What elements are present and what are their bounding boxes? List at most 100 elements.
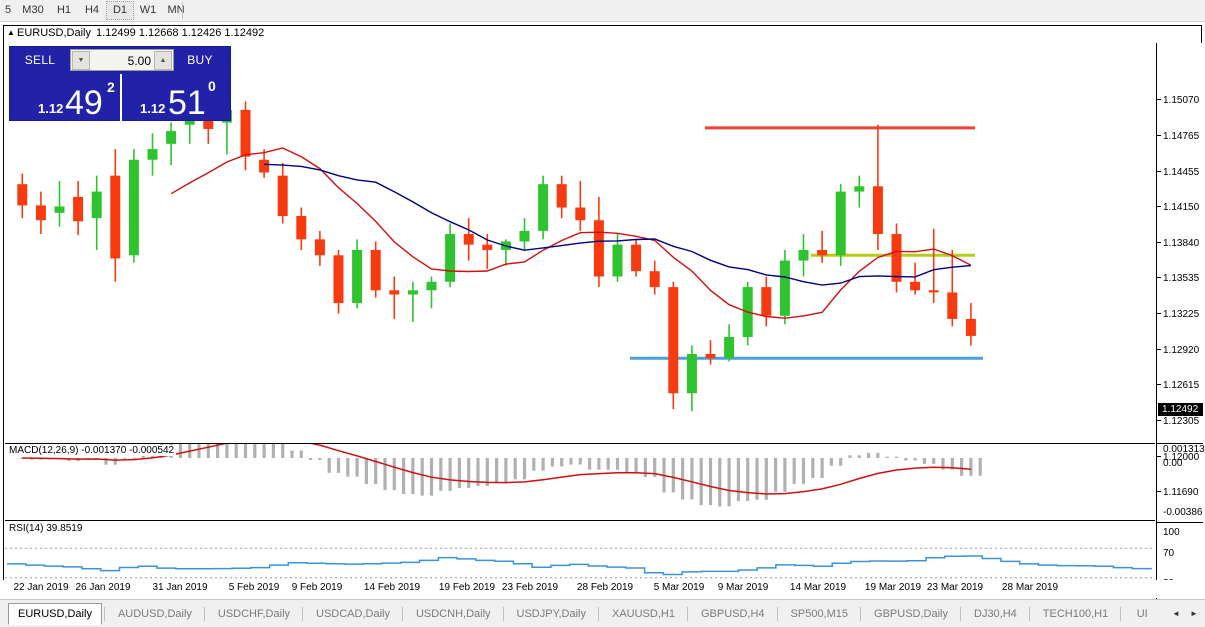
timeframe-h1[interactable]: H1	[56, 4, 72, 16]
price-tick-label: 1.13225	[1163, 309, 1200, 320]
date-axis-label: 31 Jan 2019	[152, 582, 208, 593]
chart-tab-tech100-h1[interactable]: TECH100,H1	[1042, 608, 1109, 620]
macd-histogram-bar	[113, 458, 117, 465]
macd-histogram-bar	[364, 458, 368, 485]
chart-tab-usdchf-daily[interactable]: USDCHF,Daily	[217, 608, 291, 620]
chart-tab-usdjpy-daily[interactable]: USDJPY,Daily	[516, 608, 587, 620]
chart-tab-audusd-daily[interactable]: AUDUSD,Daily	[117, 608, 192, 620]
price-tick: 1.12305	[1157, 416, 1203, 428]
chart-tab-gbpusd-daily[interactable]: GBPUSD,Daily	[874, 608, 948, 620]
volume-decrease-icon[interactable]: ▼	[72, 51, 90, 70]
macd-histogram-bar	[783, 458, 787, 492]
candle	[686, 353, 697, 394]
macd-histogram-bar	[764, 458, 768, 500]
macd-histogram-bar	[336, 458, 341, 473]
chart-tab-usdcnh-daily[interactable]: USDCNH,Daily	[415, 608, 491, 620]
buy-price-quote[interactable]: 1.12 51 0	[122, 75, 232, 121]
tab-separator	[960, 607, 961, 621]
one-click-trading-panel[interactable]: SELL ▼ 5.00 ▲ BUY 1.12 49 2 1.12 51 0	[9, 46, 231, 121]
sell-price-quote[interactable]: 1.12 49 2	[10, 75, 120, 121]
candle	[73, 196, 84, 222]
date-axis-label: 23 Mar 2019	[926, 582, 984, 593]
chart-tab-xauusd-h1[interactable]: XAUUSD,H1	[612, 608, 675, 620]
price-tick: 1.12615	[1157, 380, 1203, 392]
macd-svg	[20, 444, 982, 507]
price-scale[interactable]: 1.15070 1.14765 1.14455 1.14150 1.13840 1.135…	[1156, 43, 1205, 610]
chart-symbol-name: EURUSD,Daily	[17, 27, 91, 39]
chart-tab-gbpusd-h4[interactable]: GBPUSD,H4	[700, 608, 765, 620]
price-tick-label: 1.13840	[1163, 238, 1200, 249]
macd-histogram-bar	[355, 458, 359, 477]
macd-histogram-bar	[262, 444, 266, 458]
rsi-tick-label: 70	[1163, 548, 1175, 559]
volume-increase-icon[interactable]: ▲	[154, 51, 172, 70]
volume-value[interactable]: 5.00	[127, 54, 151, 68]
price-tick: 1.13840	[1157, 238, 1203, 250]
date-axis: 22 Jan 2019 26 Jan 2019 31 Jan 2019 5 Feb 2…	[3, 580, 1202, 598]
macd-histogram-bar	[132, 457, 136, 459]
buy-button[interactable]: BUY	[187, 53, 213, 67]
chart-tab-ui[interactable]: UI	[1136, 608, 1148, 620]
macd-histogram-bar	[532, 458, 536, 471]
candle	[314, 239, 325, 256]
macd-histogram-bar	[206, 444, 210, 458]
chart-tab-bar: EURUSD,Daily AUDUSD,Daily USDCHF,Daily USDC…	[0, 599, 1205, 627]
chart-tab-usdcad-daily[interactable]: USDCAD,Daily	[316, 608, 390, 620]
macd-histogram-bar	[708, 458, 713, 506]
candle	[965, 318, 976, 336]
rsi-tick-label: 100	[1163, 527, 1180, 538]
price-tick: 1.14150	[1157, 202, 1203, 214]
candle	[91, 191, 102, 219]
macd-histogram-bar	[243, 444, 248, 458]
macd-histogram-bar	[894, 456, 899, 458]
macd-histogram-bar	[727, 458, 731, 507]
volume-input[interactable]: ▼ 5.00 ▲	[70, 49, 174, 71]
sell-button[interactable]: SELL	[24, 53, 56, 67]
macd-histogram-bar	[318, 458, 322, 460]
macd-indicator-pane[interactable]: MACD(12,26,9) -0.001370 -0.000542	[5, 443, 1155, 521]
chart-tab-dj30-h4[interactable]: DJ30,H4	[974, 608, 1017, 620]
candle	[166, 131, 177, 144]
timeframe-m30[interactable]: M30	[22, 4, 44, 16]
macd-histogram-bar	[541, 458, 545, 471]
timeframe-d1[interactable]: D1	[106, 1, 134, 20]
candle	[259, 159, 270, 173]
macd-histogram-bar	[299, 450, 303, 458]
scale-divider-rsi	[1157, 522, 1203, 523]
candle	[54, 206, 65, 213]
chart-tab-eurusd-daily[interactable]: EURUSD,Daily	[8, 603, 102, 625]
tab-scroll-left-icon[interactable]: ◄	[1172, 609, 1180, 618]
macd-histogram-bar	[746, 458, 750, 502]
macd-histogram-bar	[327, 458, 331, 473]
timeframe-mn[interactable]: MN	[167, 4, 185, 16]
price-tick-label: 1.14455	[1163, 167, 1200, 178]
date-axis-label: 26 Jan 2019	[75, 582, 131, 593]
macd-histogram-bar	[597, 458, 601, 470]
price-tick: 1.14455	[1157, 167, 1203, 179]
trade-panel-controls: SELL ▼ 5.00 ▲ BUY	[10, 47, 230, 73]
price-tick-label: 1.15070	[1163, 95, 1200, 106]
candle	[575, 207, 586, 221]
tab-scroll-right-icon[interactable]: ►	[1190, 609, 1198, 618]
candle	[519, 230, 530, 242]
candle	[538, 184, 549, 231]
tick-dash-icon	[1157, 491, 1161, 492]
macd-histogram-bar	[681, 458, 685, 500]
collapse-triangle-icon[interactable]: ▲	[7, 28, 15, 37]
timeframe-w1[interactable]: W1	[139, 4, 157, 16]
macd-histogram-bar	[504, 458, 508, 484]
macd-histogram-bar	[513, 458, 517, 480]
sell-price-main: 49	[65, 84, 103, 121]
price-tick: 1.12000	[1157, 452, 1203, 464]
timeframe-h4[interactable]: H4	[84, 4, 100, 16]
tab-separator	[1028, 607, 1030, 621]
price-tick-label: 1.14150	[1163, 202, 1200, 213]
chart-tab-sp500-m15[interactable]: SP500,M15	[790, 608, 849, 620]
macd-tick-label: 0.00	[1163, 458, 1183, 469]
macd-histogram-bar	[550, 458, 554, 467]
buy-price-main: 51	[168, 84, 206, 121]
timeframe-5[interactable]: 5	[4, 4, 12, 16]
candle	[556, 184, 567, 208]
macd-histogram-bar	[522, 458, 527, 480]
